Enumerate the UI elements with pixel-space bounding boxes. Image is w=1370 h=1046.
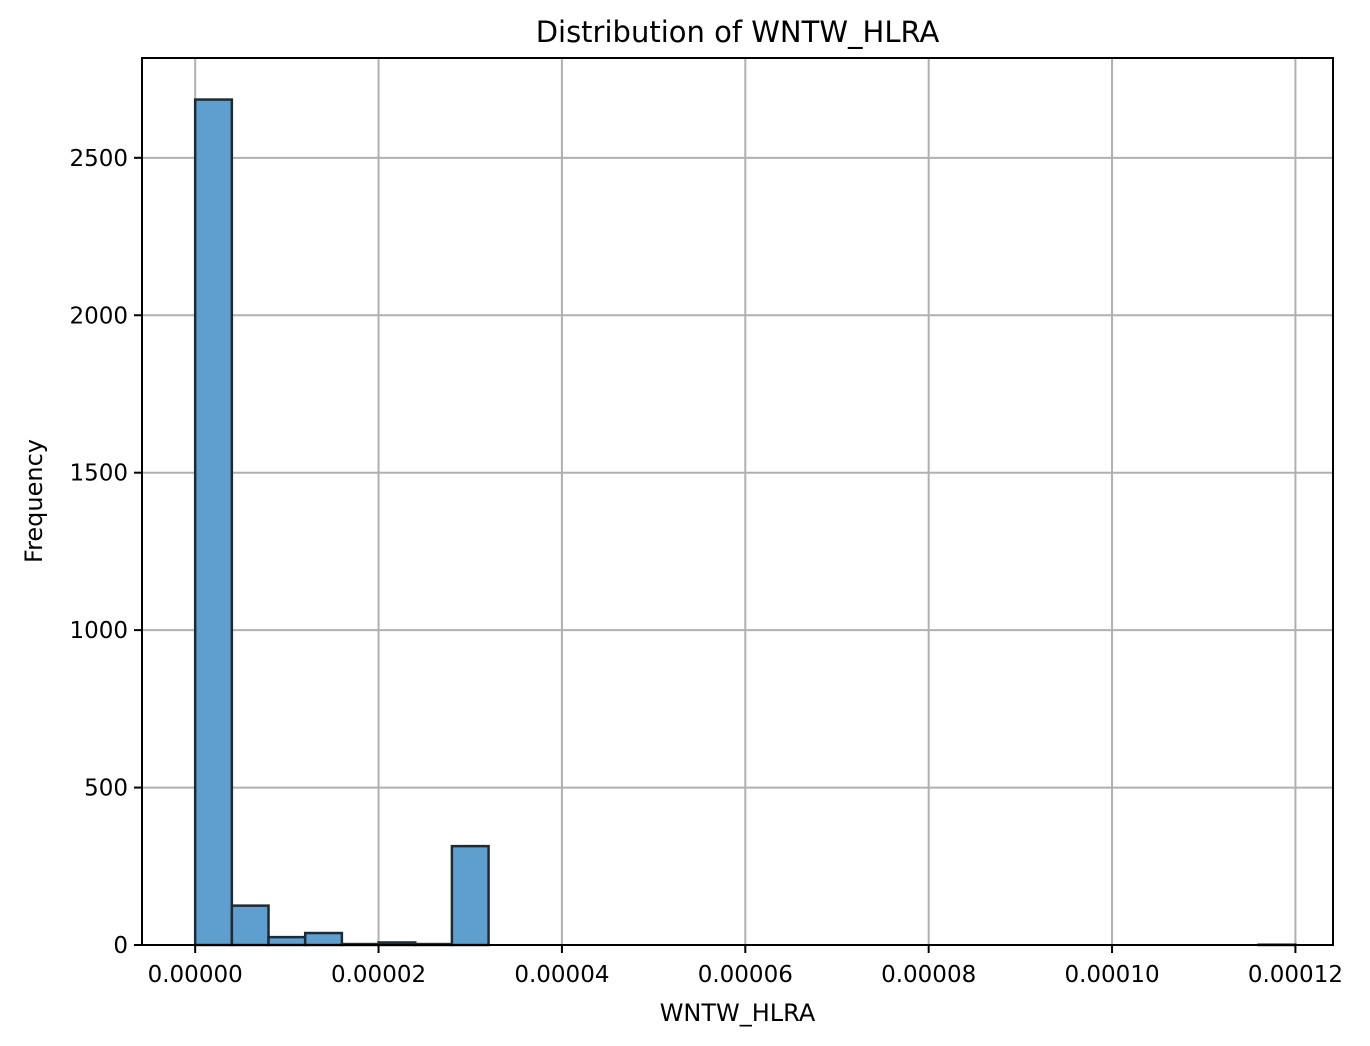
x-tick-label: 0.00002 [331, 962, 426, 988]
y-tick-label: 1500 [69, 461, 128, 487]
y-axis-label: Frequency [20, 439, 48, 563]
y-tick-label: 500 [84, 776, 128, 802]
histogram-bar [193, 98, 234, 947]
y-tick-label: 1000 [69, 618, 128, 644]
x-tick-label: 0.00010 [1064, 962, 1159, 988]
histogram-bar [230, 904, 270, 947]
x-tick-label: 0.00006 [698, 962, 793, 988]
bars [193, 98, 1297, 947]
x-axis-label: WNTW_HLRA [660, 999, 816, 1027]
x-tick-label: 0.00008 [881, 962, 976, 988]
histogram-bar [450, 844, 490, 947]
x-tick-label: 0.00000 [148, 962, 243, 988]
plot-frame [141, 57, 1334, 946]
chart-title: Distribution of WNTW_HLRA [536, 15, 940, 49]
grid [142, 58, 1333, 946]
y-tick-label: 2000 [69, 303, 128, 329]
histogram-bar [303, 931, 344, 947]
y-tick-label: 0 [113, 933, 128, 959]
x-tick-label: 0.00004 [514, 962, 609, 988]
histogram-bar [267, 935, 307, 947]
axis-ticks: 0.00000 0.00002 0.00004 0.00006 0.00008 0.000… [69, 146, 1343, 988]
y-tick-label: 2500 [69, 146, 128, 172]
x-tick-label: 0.00012 [1248, 962, 1343, 988]
